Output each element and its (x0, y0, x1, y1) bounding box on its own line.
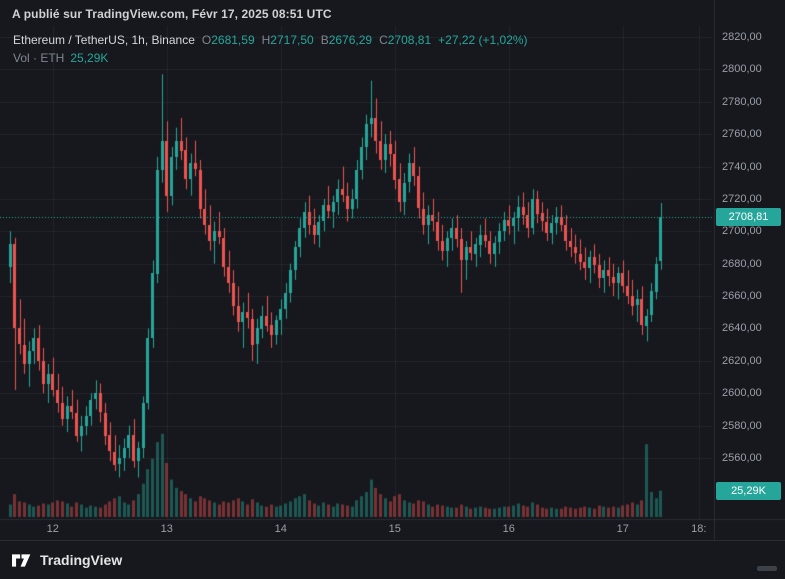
tradingview-logo-icon[interactable] (12, 553, 31, 567)
time-axis-label: 14 (274, 523, 287, 535)
price-axis-label: 2680,00 (722, 257, 762, 270)
volume-label: Vol · ETH (13, 51, 65, 65)
price-axis-label: 2580,00 (722, 419, 762, 432)
close-label: C (379, 33, 388, 47)
time-axis-label: 18: (691, 523, 707, 535)
high-label: H (261, 33, 271, 47)
price-axis-label: 2640,00 (722, 322, 762, 335)
low-value: 2676,29 (328, 33, 373, 47)
price-axis-label: 2720,00 (722, 192, 762, 205)
price-axis-label: 2620,00 (722, 354, 762, 367)
time-axis-label: 15 (388, 523, 401, 535)
candlestick-chart[interactable] (0, 0, 785, 540)
time-axis-label: 17 (616, 523, 629, 535)
time-axis-label: 16 (502, 523, 515, 535)
price-axis-label: 2740,00 (722, 160, 762, 173)
change-value: +27,22 (+1,02%) (438, 33, 528, 47)
publish-line: A publié sur TradingView.com, Févr 17, 2… (12, 7, 332, 21)
volume-legend: Vol · ETH 25,29K (13, 51, 108, 65)
price-axis-label: 2700,00 (722, 225, 762, 238)
price-axis-label: 2760,00 (722, 128, 762, 141)
price-axis-label: 2560,00 (722, 451, 762, 464)
time-axis-label: 12 (46, 523, 59, 535)
price-axis-label: 2780,00 (722, 95, 762, 108)
price-axis-label: 2660,00 (722, 290, 762, 303)
symbol-title[interactable]: Ethereum / TetherUS, 1h, Binance (13, 33, 195, 47)
price-axis-label: 2820,00 (722, 31, 762, 43)
time-axis[interactable]: 12 13 14 15 16 17 18: (0, 519, 714, 540)
low-label: B (320, 33, 329, 47)
price-axis[interactable]: 2708,81 25,29K 2820,00 2800,00 2780,00 2760… (714, 0, 785, 540)
open-value: 2681,59 (211, 33, 255, 47)
close-value: 2708,81 (387, 33, 432, 47)
tradingview-brand-text[interactable]: TradingView (40, 552, 123, 568)
volume-value: 25,29K (70, 51, 109, 65)
time-axis-label: 13 (160, 523, 173, 535)
price-axis-label: 2800,00 (722, 63, 762, 76)
chart-legend: Ethereum / TetherUS, 1h, Binance O2681,59… (13, 33, 528, 47)
last-price-badge: 2708,81 (716, 208, 781, 227)
footer-bar: TradingView (0, 540, 785, 579)
scrollbar-thumb[interactable] (757, 566, 777, 571)
high-value: 2717,50 (270, 33, 314, 47)
price-axis-label: 2600,00 (722, 387, 762, 400)
open-label: O (201, 33, 212, 47)
last-volume-badge: 25,29K (716, 481, 781, 500)
